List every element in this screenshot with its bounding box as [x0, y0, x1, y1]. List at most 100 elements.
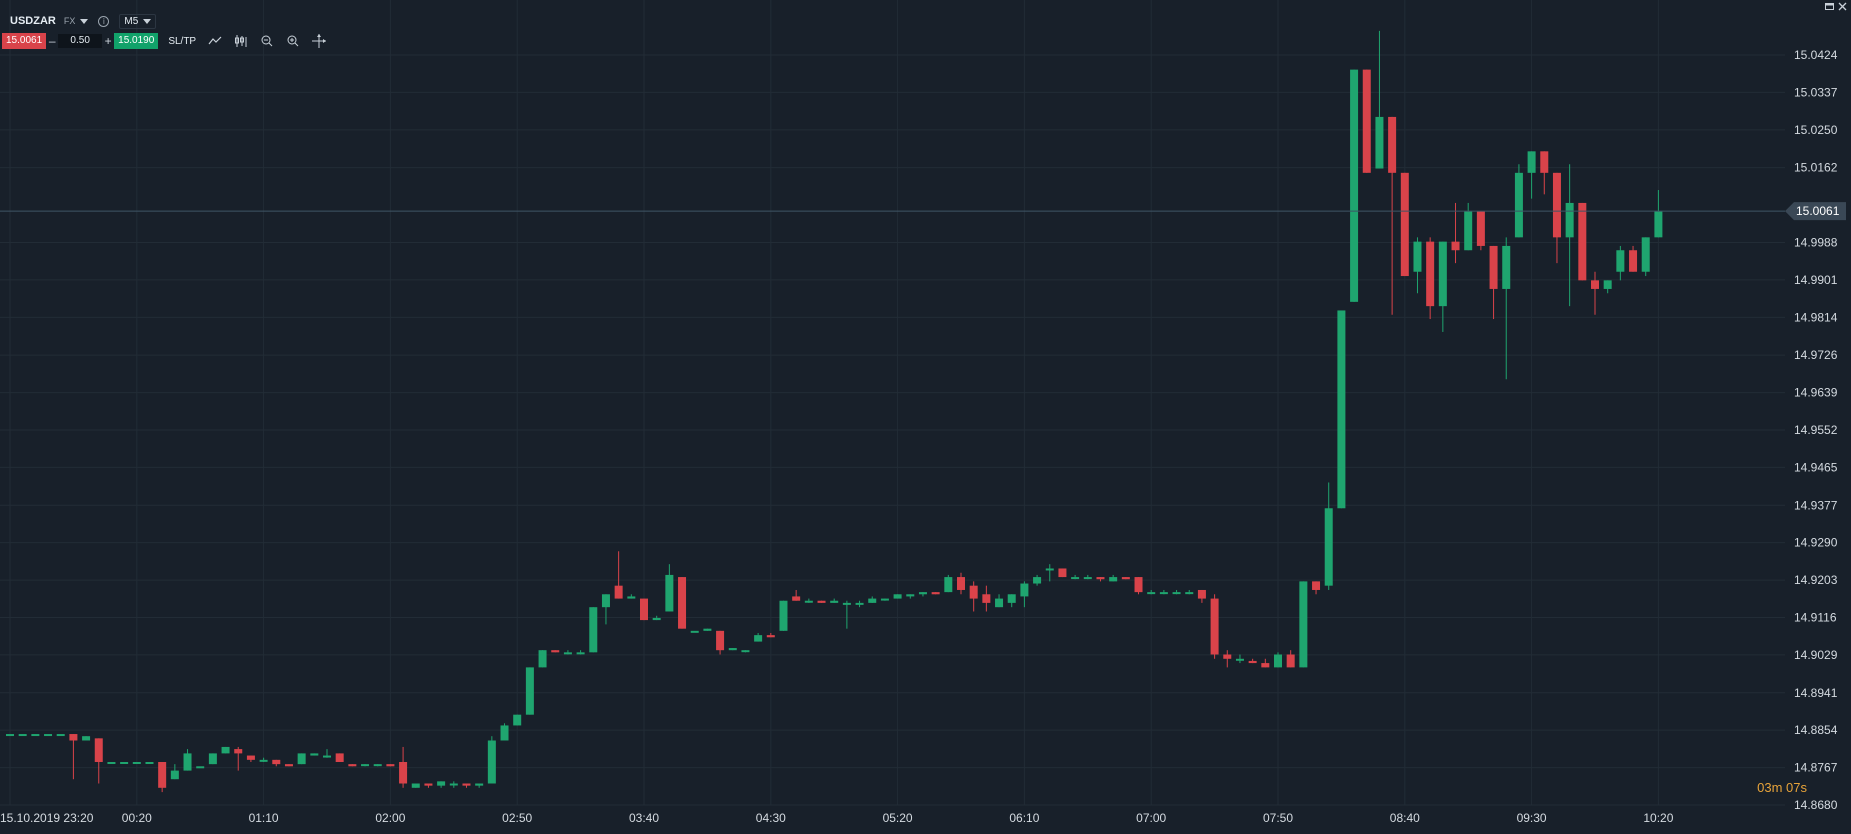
candle-body	[487, 740, 496, 784]
sell-button[interactable]: 15.0061	[2, 33, 47, 49]
minimize-icon[interactable]	[1825, 2, 1834, 14]
buy-button[interactable]: 15.0190	[114, 33, 159, 49]
candle	[551, 650, 560, 653]
candle	[969, 581, 978, 612]
candle-body	[462, 783, 471, 786]
candle-body	[44, 734, 53, 737]
candle	[678, 577, 687, 629]
candle-body	[957, 577, 965, 590]
price-tick-label: 15.0250	[1794, 123, 1838, 137]
candle-body	[792, 596, 801, 601]
price-tick-label: 14.9814	[1794, 310, 1838, 324]
candle-body	[31, 734, 40, 737]
candle	[1324, 482, 1333, 590]
price-tick-label: 14.9377	[1794, 498, 1838, 512]
time-tick-label: 07:00	[1136, 811, 1166, 825]
candle	[1299, 581, 1308, 668]
candle-body	[690, 630, 699, 633]
candle-body	[132, 761, 141, 764]
crosshair-icon[interactable]	[312, 34, 327, 48]
lot-decrease-button[interactable]: –	[48, 34, 56, 48]
timeframe-select[interactable]: M5	[119, 13, 157, 29]
candle	[1540, 151, 1549, 195]
chevron-down-icon	[143, 18, 152, 24]
candle-body	[1514, 172, 1523, 238]
current-price-line: 15.0061	[0, 202, 1846, 221]
candle	[1045, 564, 1054, 582]
candle-body	[766, 635, 775, 638]
candle-body	[424, 783, 433, 786]
candle-body	[703, 628, 712, 631]
zoom-out-icon[interactable]	[260, 34, 274, 48]
time-tick-label: 02:50	[502, 811, 532, 825]
candle-body	[361, 764, 370, 767]
info-icon[interactable]: i	[98, 15, 110, 27]
price-tick-label: 14.9901	[1794, 273, 1838, 287]
time-tick-label: 01:10	[249, 811, 279, 825]
candle	[842, 600, 851, 629]
candle-body	[969, 585, 978, 599]
candle-body	[437, 781, 446, 786]
candle	[1159, 589, 1168, 595]
candle	[640, 598, 648, 621]
candle-body	[1438, 241, 1447, 307]
candle	[703, 628, 712, 631]
sltp-button[interactable]: SL/TP	[168, 35, 197, 47]
time-tick-label: 02:00	[375, 811, 405, 825]
candle	[1426, 237, 1435, 320]
candle	[817, 600, 826, 603]
candle	[44, 734, 53, 737]
price-tick-label: 14.9465	[1794, 460, 1838, 474]
candle-body	[1033, 577, 1042, 584]
candles-icon[interactable]	[234, 34, 248, 48]
symbol-label[interactable]: USDZAR	[10, 15, 56, 27]
line-chart-icon[interactable]	[208, 34, 222, 48]
lot-increase-button[interactable]: +	[104, 34, 112, 48]
candle	[449, 781, 458, 788]
candle	[1109, 574, 1118, 582]
candle-body	[563, 652, 572, 655]
candle-body	[1426, 241, 1435, 307]
candle	[563, 650, 572, 655]
candle-body	[1489, 245, 1498, 289]
close-icon[interactable]	[1838, 2, 1847, 14]
candle	[1020, 581, 1029, 608]
candle-body	[1603, 280, 1612, 289]
candle-body	[120, 761, 129, 764]
candle	[1552, 172, 1561, 264]
candle	[310, 753, 319, 756]
candle	[957, 572, 965, 595]
candle-body	[1527, 151, 1536, 173]
candle	[1350, 69, 1359, 302]
price-tick-label: 14.9029	[1794, 648, 1838, 662]
candle-body	[601, 594, 610, 608]
price-tick-label: 14.9116	[1794, 611, 1837, 625]
candle	[272, 759, 281, 767]
caret-down-icon[interactable]	[80, 18, 89, 24]
candle-body	[868, 598, 877, 603]
zoom-in-icon[interactable]	[286, 34, 300, 48]
candle	[1083, 574, 1092, 580]
candle	[1438, 241, 1447, 332]
candle	[500, 723, 509, 741]
candle	[893, 594, 902, 599]
chart-grid	[0, 0, 1785, 806]
time-tick-label: 15.10.2019 23:20	[0, 811, 94, 825]
candle	[1312, 581, 1321, 595]
candle-body	[716, 630, 725, 651]
candle	[259, 757, 268, 762]
candle-body	[1071, 577, 1080, 580]
candle	[1274, 652, 1282, 668]
time-tick-label: 05:20	[883, 811, 913, 825]
candle	[158, 761, 167, 793]
time-tick-label: 06:10	[1009, 811, 1039, 825]
candle-body	[1083, 577, 1092, 580]
candle	[335, 753, 344, 762]
candle-body	[310, 753, 319, 756]
candle-body	[208, 753, 217, 765]
lot-input[interactable]: 0.50	[58, 34, 103, 48]
price-tick-label: 14.8941	[1794, 686, 1838, 700]
candle-body	[69, 734, 78, 741]
candle	[196, 766, 205, 769]
